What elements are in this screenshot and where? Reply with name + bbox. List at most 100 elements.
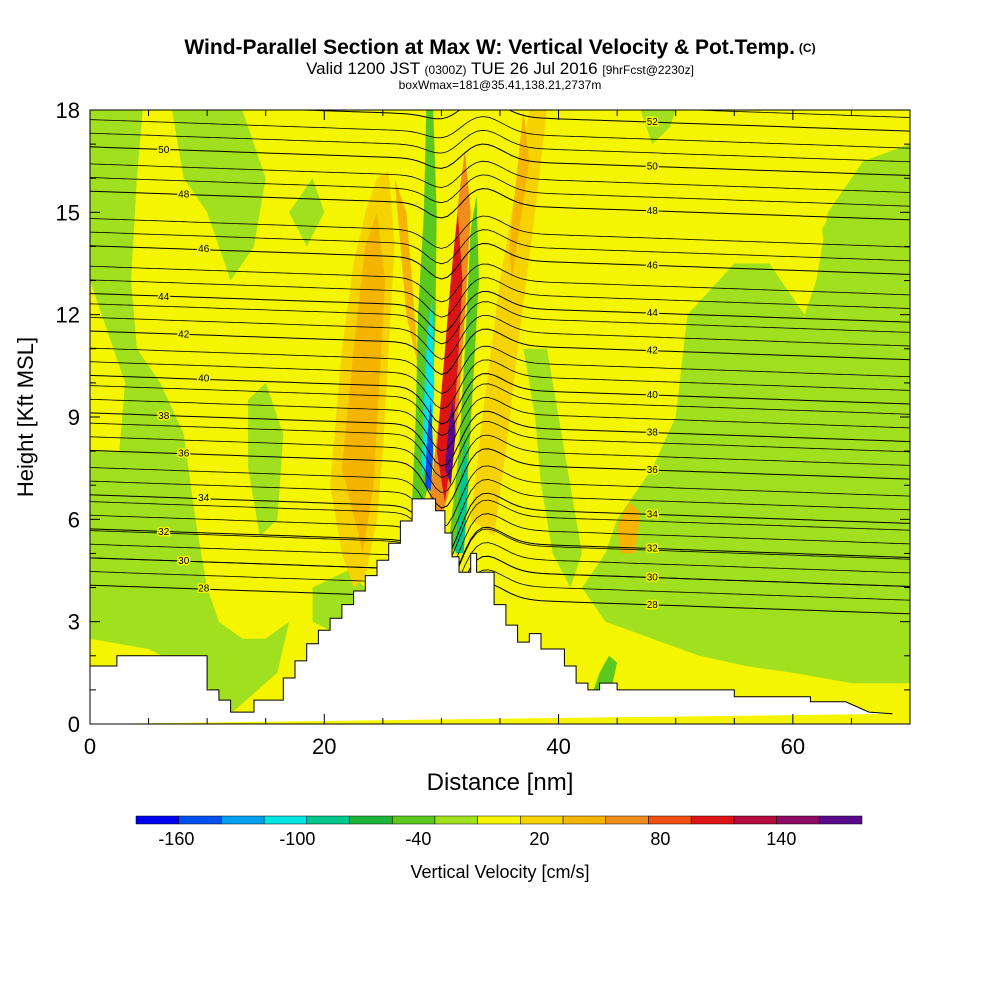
x-axis-label: Distance [nm] (427, 769, 574, 796)
theta-contour-40 (90, 373, 910, 425)
theta-label: 40 (647, 390, 659, 401)
chart-title-text: Wind-Parallel Section at Max W: Vertical… (184, 36, 795, 59)
theta-contour-minor (90, 215, 910, 249)
chart-title-mark: (C) (798, 41, 816, 55)
colorbar-swatch (520, 815, 564, 825)
theta-label: 38 (158, 411, 170, 422)
colorbar-swatch (733, 815, 777, 825)
theta-contour-minor (90, 345, 910, 394)
colorbar-swatch (562, 815, 607, 825)
theta-label: 30 (178, 556, 190, 567)
colorbar-tick-label: -160 (158, 829, 194, 849)
subtitle-date: TUE 26 Jul 2016 (470, 59, 598, 78)
colorbar-swatch (776, 815, 820, 825)
theta-contour-minor (90, 479, 910, 543)
theta-label: 42 (178, 329, 190, 340)
theta-contour-minor (90, 465, 910, 528)
theta-contours: 28 28 30 30 32 32 34 34 36 36 38 38 40 40 42 42 44 44 46 46… (90, 72, 910, 641)
theta-contour-minor (90, 229, 910, 265)
region-core-blue (425, 399, 434, 492)
theta-contour-minor (90, 528, 910, 593)
region-right-orange-stripe (509, 110, 530, 281)
x-tick-label: 0 (84, 734, 96, 759)
theta-contour-minor (90, 72, 910, 104)
theta-label: 32 (647, 544, 659, 555)
region-right-light-orange (470, 110, 547, 537)
colorbar-tick-label: 80 (650, 829, 670, 849)
theta-contour-minor (90, 129, 910, 163)
colorbar-swatch (605, 815, 649, 825)
theta-label: 48 (178, 189, 190, 200)
colorbar-tick-label: -100 (279, 829, 315, 849)
theta-label: 36 (178, 449, 190, 460)
theta-contour-minor (90, 542, 910, 605)
theta-label: 44 (158, 292, 170, 303)
x-tick-label: 20 (312, 734, 336, 759)
chart-title: Wind-Parallel Section at Max W: Vertical… (0, 36, 1000, 60)
theta-contour-28 (90, 582, 910, 641)
theta-label: 30 (647, 573, 659, 584)
x-tick-label: 60 (781, 734, 805, 759)
theta-label: 32 (158, 527, 170, 538)
theta-contour-minor (684, 110, 910, 118)
theta-contour-30 (90, 555, 910, 617)
chart-subtitle-2: boxWmax=181@35.41,138.21,2737m (398, 78, 602, 92)
colorbar-tick-label: -40 (405, 829, 431, 849)
y-tick-label: 15 (56, 200, 80, 225)
theta-contour-minor (90, 434, 910, 494)
y-tick-label: 18 (56, 98, 80, 123)
y-tick-label: 12 (56, 303, 80, 328)
subtitle-utc: (0300Z) (424, 63, 467, 77)
theta-label: 34 (647, 509, 659, 520)
colorbar-label: Vertical Velocity [cm/s] (410, 862, 590, 882)
y-axis-label: Height [Kft MSL] (13, 337, 38, 497)
terrain (90, 498, 893, 724)
subtitle-fcst: [9hrFcst@2230z] (602, 63, 694, 77)
region-right-top-green (640, 110, 676, 145)
theta-label: 46 (198, 244, 210, 255)
theta-contour-38 (90, 410, 910, 467)
theta-contour-34 (90, 492, 910, 559)
region-right-orange-spot (617, 502, 641, 554)
theta-label: 40 (198, 374, 210, 385)
x-tick-label: 40 (546, 734, 570, 759)
colorbar-tick-label: 140 (766, 829, 796, 849)
colorbar-swatch (690, 815, 735, 825)
colorbar-tick-label: 20 (529, 829, 549, 849)
theta-label: 42 (647, 346, 659, 357)
theta-contour-minor (90, 263, 910, 303)
subtitle-valid: Valid 1200 JST (306, 59, 420, 78)
colorbar-swatch (391, 815, 436, 825)
region-left-green (90, 110, 290, 714)
theta-contour-32 (90, 526, 910, 591)
theta-label: 34 (198, 493, 210, 504)
theta-contour-minor (90, 301, 910, 345)
theta-contour-48 (90, 188, 910, 221)
colorbar-swatch (349, 815, 393, 825)
theta-label: 38 (647, 428, 659, 439)
theta-contour-44 (90, 291, 910, 334)
theta-contour-minor (90, 569, 910, 629)
theta-contour-minor (90, 397, 910, 452)
colorbar-swatch (819, 815, 863, 825)
region-left-small-green (289, 178, 325, 247)
theta-contour-42 (90, 328, 910, 375)
plot-area: 28 28 30 30 32 32 34 34 36 36 38 38 40 40 42 42 44 44 46 46… (90, 72, 910, 724)
theta-contour-minor (90, 116, 910, 149)
y-tick-label: 6 (68, 507, 80, 532)
y-tick-label: 3 (68, 610, 80, 635)
theta-label: 50 (647, 161, 659, 172)
region-core-red (436, 212, 463, 503)
y-tick-label: 0 (68, 712, 80, 737)
theta-label: 48 (647, 206, 659, 217)
region-upslope-orange (341, 212, 386, 554)
theta-label: 52 (198, 101, 210, 112)
theta-contour-minor (90, 174, 910, 207)
theta-label: 46 (647, 260, 659, 271)
colorbar-swatch (221, 815, 265, 825)
theta-contour-minor (90, 160, 910, 193)
theta-label: 28 (198, 583, 210, 594)
region-left-mid-green (248, 382, 284, 537)
theta-contour-minor (90, 383, 910, 436)
